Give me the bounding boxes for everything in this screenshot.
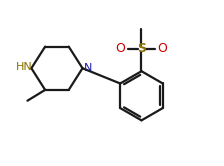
Text: N: N: [84, 63, 92, 73]
Text: O: O: [116, 42, 125, 55]
Text: S: S: [137, 42, 146, 55]
Text: HN: HN: [16, 62, 33, 72]
Text: O: O: [158, 42, 168, 55]
